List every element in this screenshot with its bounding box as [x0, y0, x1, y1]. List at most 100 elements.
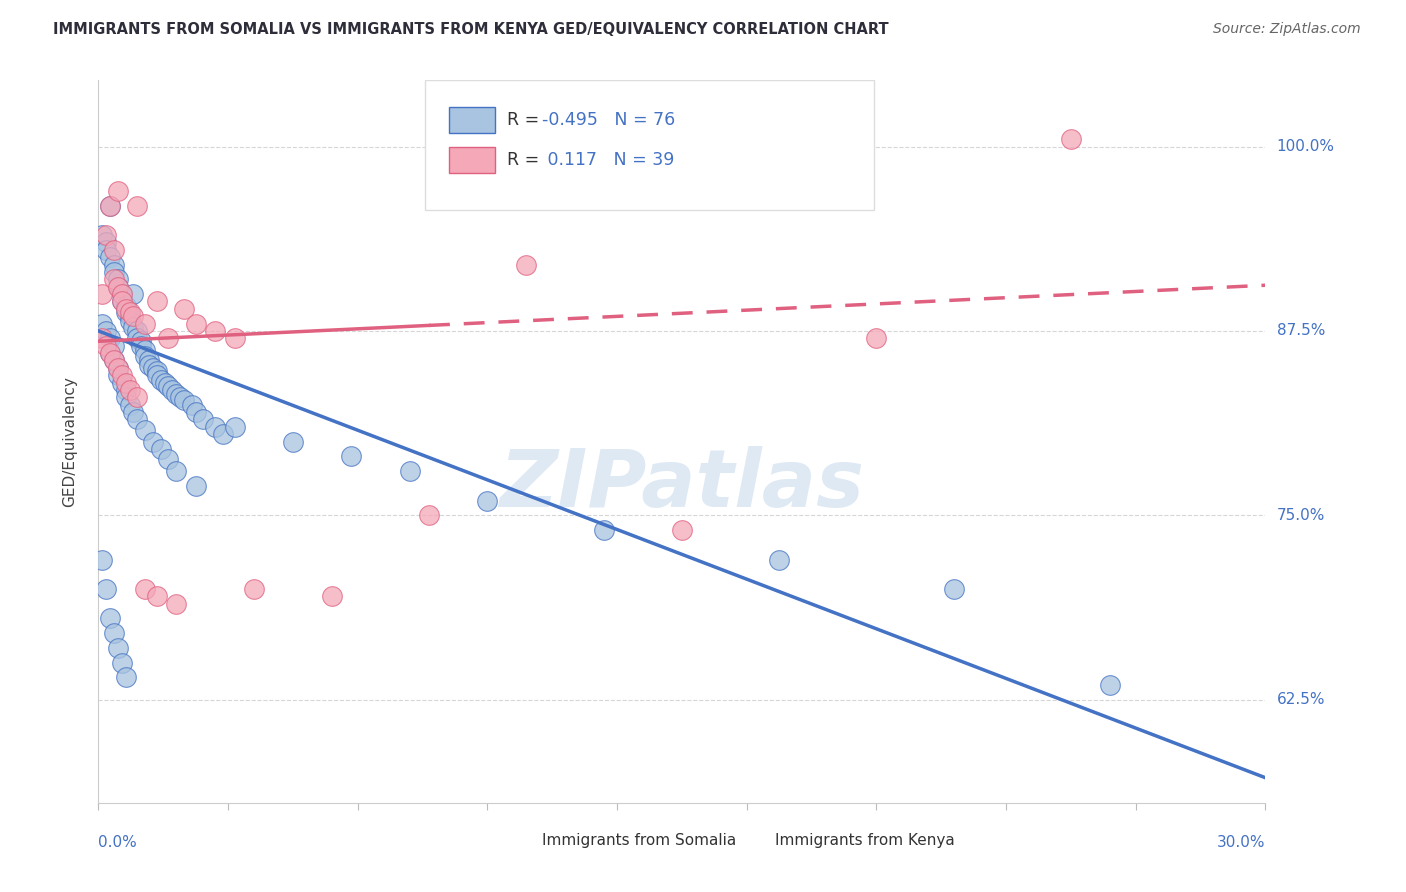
Text: -0.495   N = 76: -0.495 N = 76	[541, 111, 675, 129]
Point	[149, 373, 172, 387]
Point	[122, 309, 145, 323]
Point	[103, 353, 125, 368]
Text: Immigrants from Somalia: Immigrants from Somalia	[541, 833, 737, 848]
Point	[138, 358, 160, 372]
Point	[169, 390, 191, 404]
Point	[134, 423, 156, 437]
Point	[91, 552, 114, 566]
Point	[111, 368, 134, 383]
Point	[162, 383, 184, 397]
Point	[134, 317, 156, 331]
Point	[111, 294, 134, 309]
Point	[103, 339, 125, 353]
Text: 62.5%: 62.5%	[1277, 692, 1324, 707]
Point	[671, 523, 693, 537]
Point	[398, 464, 420, 478]
Point	[165, 597, 187, 611]
Text: 75.0%: 75.0%	[1277, 508, 1324, 523]
Point	[768, 552, 790, 566]
Point	[114, 390, 136, 404]
Point	[193, 412, 215, 426]
Text: 0.117   N = 39: 0.117 N = 39	[541, 151, 675, 169]
Point	[184, 479, 207, 493]
Point	[103, 265, 125, 279]
Point	[118, 398, 141, 412]
Point	[418, 508, 440, 523]
Point	[165, 464, 187, 478]
Text: IMMIGRANTS FROM SOMALIA VS IMMIGRANTS FROM KENYA GED/EQUIVALENCY CORRELATION CHA: IMMIGRANTS FROM SOMALIA VS IMMIGRANTS FR…	[53, 22, 889, 37]
Point	[122, 319, 145, 334]
Point	[243, 582, 266, 596]
Point	[114, 299, 136, 313]
Point	[114, 305, 136, 319]
Point	[142, 434, 165, 449]
Text: 30.0%: 30.0%	[1218, 835, 1265, 850]
Point	[153, 376, 176, 390]
Point	[96, 324, 118, 338]
Point	[157, 331, 180, 345]
Point	[127, 199, 149, 213]
Point	[107, 279, 129, 293]
FancyBboxPatch shape	[449, 107, 495, 133]
Point	[184, 317, 207, 331]
Point	[118, 313, 141, 327]
Point	[224, 331, 246, 345]
Text: R =: R =	[508, 151, 550, 169]
Point	[96, 582, 118, 596]
Point	[107, 279, 129, 293]
Point	[98, 199, 121, 213]
Point	[114, 376, 136, 390]
Point	[146, 590, 169, 604]
Y-axis label: GED/Equivalency: GED/Equivalency	[63, 376, 77, 507]
Point	[111, 376, 134, 390]
Point	[134, 582, 156, 596]
Point	[111, 294, 134, 309]
Point	[157, 378, 180, 392]
Point	[98, 346, 121, 360]
Point	[149, 442, 172, 456]
Point	[111, 287, 134, 301]
Point	[204, 324, 226, 338]
Point	[281, 434, 304, 449]
Point	[165, 387, 187, 401]
Point	[134, 343, 156, 358]
Text: 0.0%: 0.0%	[98, 835, 138, 850]
FancyBboxPatch shape	[425, 80, 875, 211]
Point	[127, 390, 149, 404]
Point	[224, 419, 246, 434]
Point	[107, 272, 129, 286]
Point	[118, 309, 141, 323]
FancyBboxPatch shape	[501, 831, 530, 850]
Point	[157, 452, 180, 467]
Text: Source: ZipAtlas.com: Source: ZipAtlas.com	[1213, 22, 1361, 37]
Point	[98, 611, 121, 625]
Point	[146, 294, 169, 309]
Point	[114, 301, 136, 316]
Point	[118, 383, 141, 397]
Point	[204, 419, 226, 434]
Point	[96, 243, 118, 257]
FancyBboxPatch shape	[734, 831, 763, 850]
Point	[114, 383, 136, 397]
Point	[98, 346, 121, 360]
Point	[111, 656, 134, 670]
Point	[98, 250, 121, 264]
Point	[96, 339, 118, 353]
Point	[138, 353, 160, 368]
Point	[515, 258, 537, 272]
Point	[91, 331, 114, 345]
Point	[127, 412, 149, 426]
Point	[98, 199, 121, 213]
FancyBboxPatch shape	[449, 147, 495, 173]
Point	[173, 393, 195, 408]
Point	[127, 331, 149, 345]
Point	[103, 353, 125, 368]
Point	[114, 670, 136, 684]
Point	[146, 368, 169, 383]
Point	[1060, 132, 1083, 146]
Point	[107, 360, 129, 375]
Point	[122, 405, 145, 419]
Point	[96, 235, 118, 250]
Point	[865, 331, 887, 345]
Text: ZIPatlas: ZIPatlas	[499, 446, 865, 524]
